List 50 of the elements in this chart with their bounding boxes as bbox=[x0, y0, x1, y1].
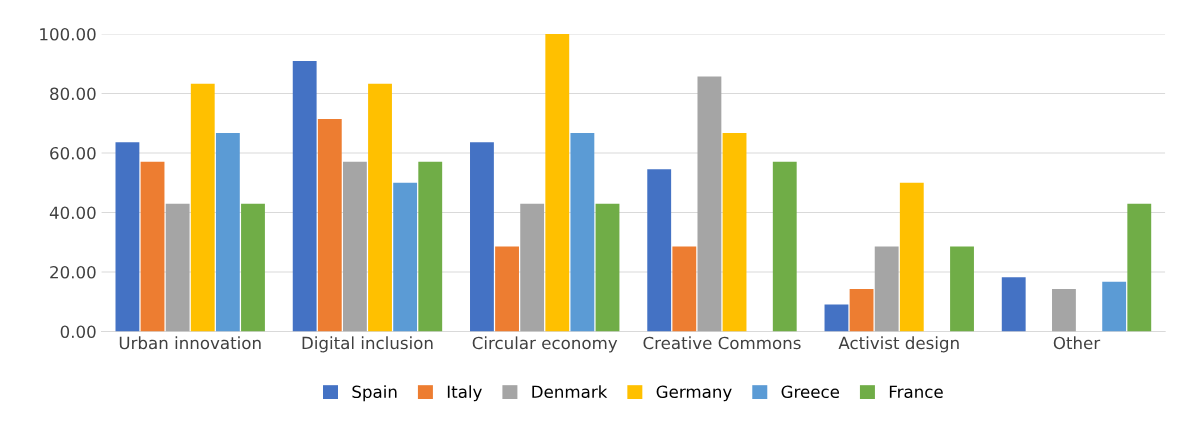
legend-label: Greece bbox=[781, 385, 840, 399]
x-tick-label: Urban innovation bbox=[119, 336, 261, 350]
y-tick-label: 40.00 bbox=[49, 206, 96, 220]
bar bbox=[1127, 203, 1152, 332]
x-tick-label: Circular economy bbox=[472, 336, 618, 353]
bar bbox=[874, 246, 899, 332]
bar bbox=[595, 203, 620, 332]
bar bbox=[495, 246, 519, 332]
bar bbox=[697, 76, 722, 332]
x-tick-label: Creative Commons bbox=[643, 336, 801, 350]
bar bbox=[647, 169, 672, 332]
bar bbox=[950, 246, 974, 332]
legend-label: France bbox=[889, 385, 943, 399]
y-tick-label: 0.00 bbox=[60, 325, 96, 339]
y-tick-label: 60.00 bbox=[50, 146, 96, 160]
bar bbox=[520, 203, 545, 332]
x-tick-label: Activist design bbox=[838, 336, 959, 353]
y-tick-label: 20.00 bbox=[50, 265, 96, 279]
bar bbox=[190, 83, 215, 332]
bar bbox=[470, 142, 494, 332]
bar bbox=[418, 161, 443, 332]
bar bbox=[824, 304, 849, 332]
bar bbox=[393, 182, 418, 332]
bar bbox=[317, 119, 342, 332]
bar bbox=[368, 83, 392, 332]
bar bbox=[215, 133, 240, 332]
bar bbox=[140, 161, 165, 332]
x-tick-label: Digital inclusion bbox=[302, 336, 433, 353]
bar bbox=[292, 61, 317, 332]
bar bbox=[849, 288, 874, 332]
bar bbox=[1001, 277, 1026, 332]
bar bbox=[672, 246, 697, 332]
bar bbox=[165, 203, 190, 332]
legend-label: Germany bbox=[656, 385, 732, 402]
bar bbox=[1102, 281, 1127, 332]
bar bbox=[722, 133, 747, 332]
bar bbox=[241, 203, 265, 332]
bar bbox=[545, 34, 570, 332]
legend-label: Italy bbox=[447, 385, 482, 402]
bar bbox=[115, 142, 140, 332]
legend-label: Spain bbox=[352, 385, 397, 402]
y-tick-label: 100.00 bbox=[40, 27, 96, 41]
x-tick-label: Other bbox=[1053, 336, 1101, 350]
legend-label: Denmark bbox=[532, 385, 608, 399]
y-tick-label: 80.00 bbox=[50, 87, 96, 101]
bar bbox=[570, 133, 595, 332]
bar bbox=[1052, 288, 1076, 332]
bar bbox=[899, 182, 924, 332]
bar bbox=[772, 161, 797, 332]
bar bbox=[342, 161, 367, 332]
